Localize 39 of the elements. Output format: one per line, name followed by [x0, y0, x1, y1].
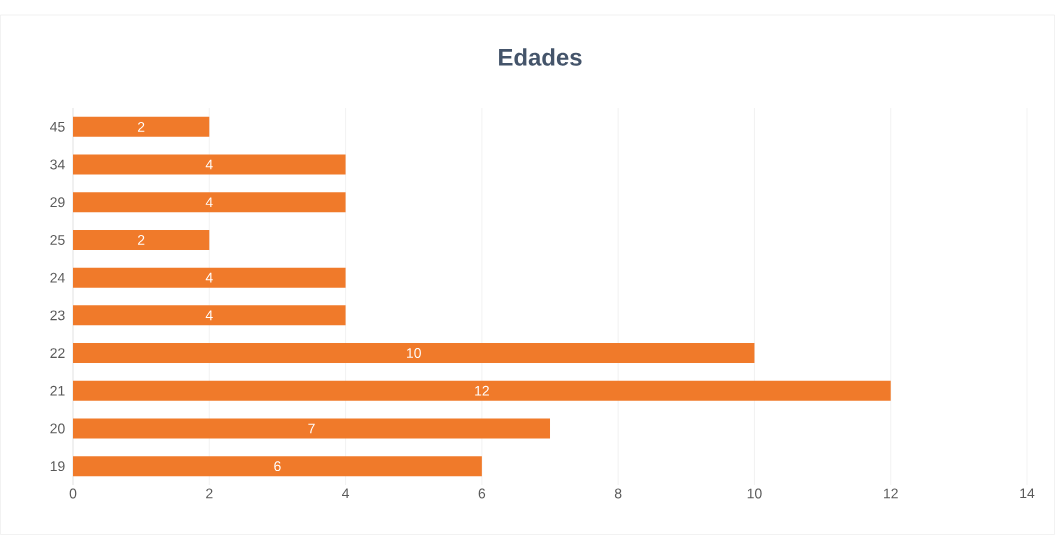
y-tick-label: 19	[50, 461, 65, 472]
data-label: 4	[205, 159, 213, 170]
data-label: 6	[274, 461, 281, 472]
bar	[73, 456, 482, 477]
y-tick-label: 29	[50, 197, 65, 208]
y-tick-label: 23	[50, 310, 65, 321]
bar	[73, 305, 346, 326]
x-tick-label: 4	[342, 488, 350, 499]
bar	[73, 116, 210, 137]
data-label: 2	[137, 235, 145, 245]
data-label: 4	[205, 272, 213, 283]
data-label: 2	[137, 121, 145, 132]
bar	[73, 229, 210, 250]
y-tick-label: 21	[50, 385, 65, 396]
y-tick-label: 34	[50, 159, 65, 170]
x-tick-label: 6	[478, 488, 486, 499]
bar	[73, 154, 346, 175]
bar	[73, 418, 551, 439]
bar	[73, 343, 755, 364]
data-label: 10	[407, 348, 421, 358]
x-tick-label: 0	[69, 488, 77, 499]
y-tick-label: 24	[50, 272, 65, 283]
data-label: 4	[205, 310, 213, 321]
y-tick-label: 20	[50, 423, 65, 434]
x-tick-label: 14	[1020, 488, 1035, 499]
y-tick-label: 22	[50, 348, 65, 358]
data-label: 7	[308, 423, 315, 434]
bar	[73, 380, 891, 401]
data-label: 12	[475, 385, 489, 396]
chart-title: Edades	[499, 48, 582, 66]
bar	[73, 267, 346, 288]
bar	[73, 192, 346, 213]
x-tick-label: 8	[614, 488, 622, 499]
y-tick-label: 45	[50, 121, 65, 132]
data-label: 4	[205, 197, 213, 208]
x-tick-label: 10	[747, 488, 762, 499]
x-tick-label: 12	[884, 488, 898, 499]
y-tick-label: 25	[50, 235, 65, 245]
x-tick-label: 2	[206, 488, 213, 499]
